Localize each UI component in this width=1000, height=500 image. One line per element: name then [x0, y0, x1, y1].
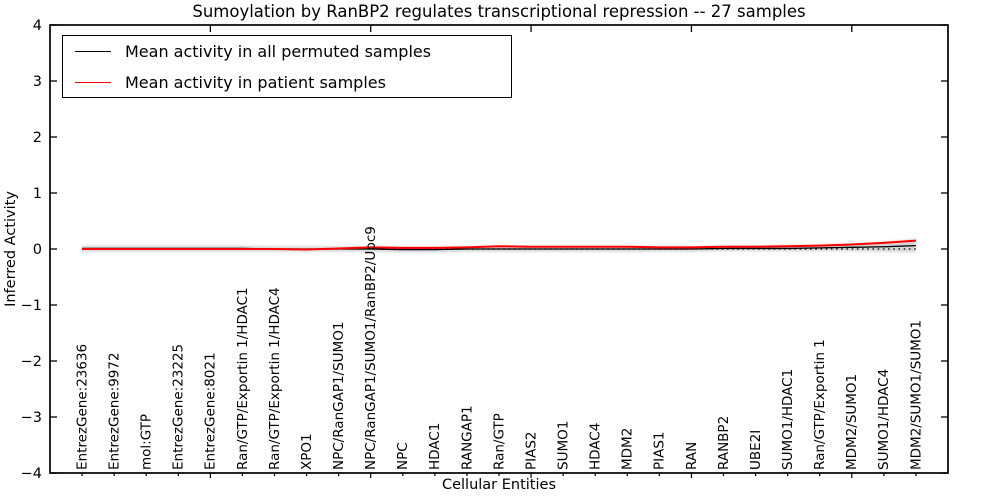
svg-text:SUMO1: SUMO1 [555, 421, 571, 470]
svg-text:mol:GTP: mol:GTP [139, 414, 155, 470]
svg-text:Ran/GTP/Exportin 1: Ran/GTP/Exportin 1 [812, 339, 828, 470]
svg-text:PIAS2: PIAS2 [523, 431, 539, 470]
patient-line-swatch [75, 81, 111, 83]
svg-text:EntrezGene:9972: EntrezGene:9972 [106, 352, 122, 470]
svg-text:Ran/GTP/Exportin 1/HDAC4: Ran/GTP/Exportin 1/HDAC4 [267, 287, 283, 470]
permuted-line-swatch [75, 50, 111, 52]
svg-text:NPC/RanGAP1/SUMO1: NPC/RanGAP1/SUMO1 [331, 322, 347, 470]
svg-text:MDM2/SUMO1: MDM2/SUMO1 [844, 374, 860, 470]
svg-text:EntrezGene:23225: EntrezGene:23225 [171, 344, 187, 470]
svg-text:UBE2I: UBE2I [748, 430, 764, 470]
svg-text:0: 0 [33, 242, 42, 258]
svg-text:3: 3 [33, 74, 42, 90]
svg-text:RANGAP1: RANGAP1 [459, 405, 475, 470]
svg-text:EntrezGene:23636: EntrezGene:23636 [74, 344, 90, 470]
svg-text:SUMO1/HDAC1: SUMO1/HDAC1 [780, 369, 796, 470]
svg-text:4: 4 [33, 18, 42, 34]
svg-text:PIAS1: PIAS1 [652, 431, 668, 470]
svg-text:HDAC4: HDAC4 [588, 423, 604, 470]
chart-title: Sumoylation by RanBP2 regulates transcri… [192, 2, 806, 21]
legend-entry-label: Mean activity in all permuted samples [125, 41, 432, 61]
svg-text:MDM2/SUMO1/SUMO1: MDM2/SUMO1/SUMO1 [908, 320, 924, 470]
svg-text:2: 2 [33, 130, 42, 146]
svg-text:−3: −3 [21, 410, 42, 426]
legend-entry-patient: Mean activity in patient samples [63, 71, 511, 93]
x-tick-labels: EntrezGene:23636 EntrezGene:9972 mol:GTP En… [74, 226, 924, 470]
legend: Mean activity in all permuted samples Me… [62, 35, 512, 98]
y-axis-ticks: 4 3 2 1 0 −1 −2 −3 −4 [21, 18, 948, 482]
svg-text:−1: −1 [21, 298, 42, 314]
svg-text:NPC/RanGAP1/SUMO1/RanBP2/Ubc9: NPC/RanGAP1/SUMO1/RanBP2/Ubc9 [363, 226, 379, 470]
svg-text:NPC: NPC [395, 442, 411, 470]
svg-text:XPO1: XPO1 [299, 433, 315, 470]
legend-entry-label: Mean activity in patient samples [125, 72, 386, 92]
svg-text:Ran/GTP/Exportin 1/HDAC1: Ran/GTP/Exportin 1/HDAC1 [235, 287, 251, 470]
svg-text:RAN: RAN [684, 442, 700, 470]
series-patient-line [82, 239, 916, 251]
svg-text:EntrezGene:8021: EntrezGene:8021 [203, 352, 219, 470]
svg-text:−2: −2 [21, 354, 42, 370]
svg-text:HDAC1: HDAC1 [427, 423, 443, 470]
svg-text:RANBP2: RANBP2 [716, 416, 732, 470]
svg-text:Ran/GTP: Ran/GTP [491, 413, 507, 470]
svg-text:SUMO1/HDAC4: SUMO1/HDAC4 [876, 369, 892, 470]
svg-text:1: 1 [33, 186, 42, 202]
svg-text:−4: −4 [21, 466, 42, 482]
top-axis-ticks [209, 25, 853, 32]
x-axis-label: Cellular Entities [441, 477, 557, 493]
svg-text:MDM2: MDM2 [620, 428, 636, 470]
legend-entry-permuted: Mean activity in all permuted samples [63, 40, 511, 62]
x-axis-ticks [81, 473, 917, 478]
